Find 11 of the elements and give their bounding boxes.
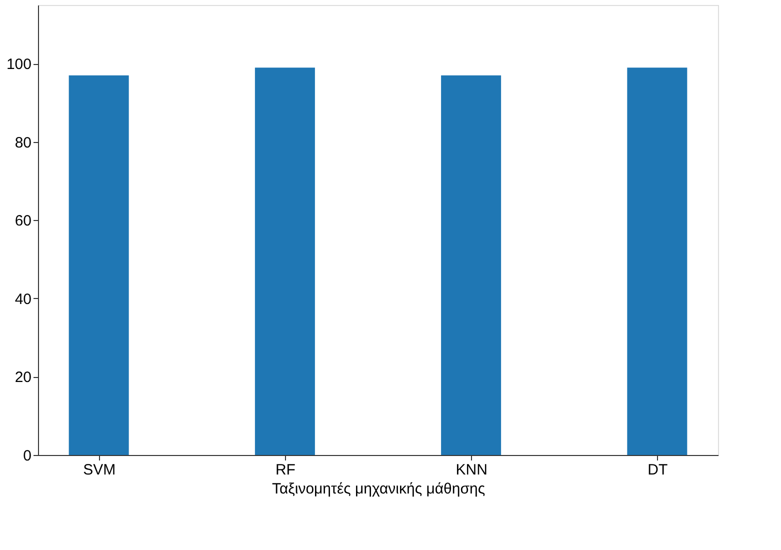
x-tick-label: RF	[275, 462, 296, 478]
y-tick-label: 0	[23, 448, 32, 464]
y-tick-label: 80	[14, 134, 32, 152]
y-tick-label: 40	[14, 290, 32, 308]
x-axis-title: Ταξινομητές μηχανικής μάθησης	[272, 480, 486, 498]
y-tick-label: 100	[6, 56, 32, 74]
y-tick-label: 20	[14, 369, 32, 386]
x-tick-label: SVM	[83, 462, 116, 478]
x-tick-label: DT	[648, 462, 668, 478]
x-tick-label: KNN	[456, 462, 488, 478]
y-tick-label: 60	[14, 212, 32, 230]
